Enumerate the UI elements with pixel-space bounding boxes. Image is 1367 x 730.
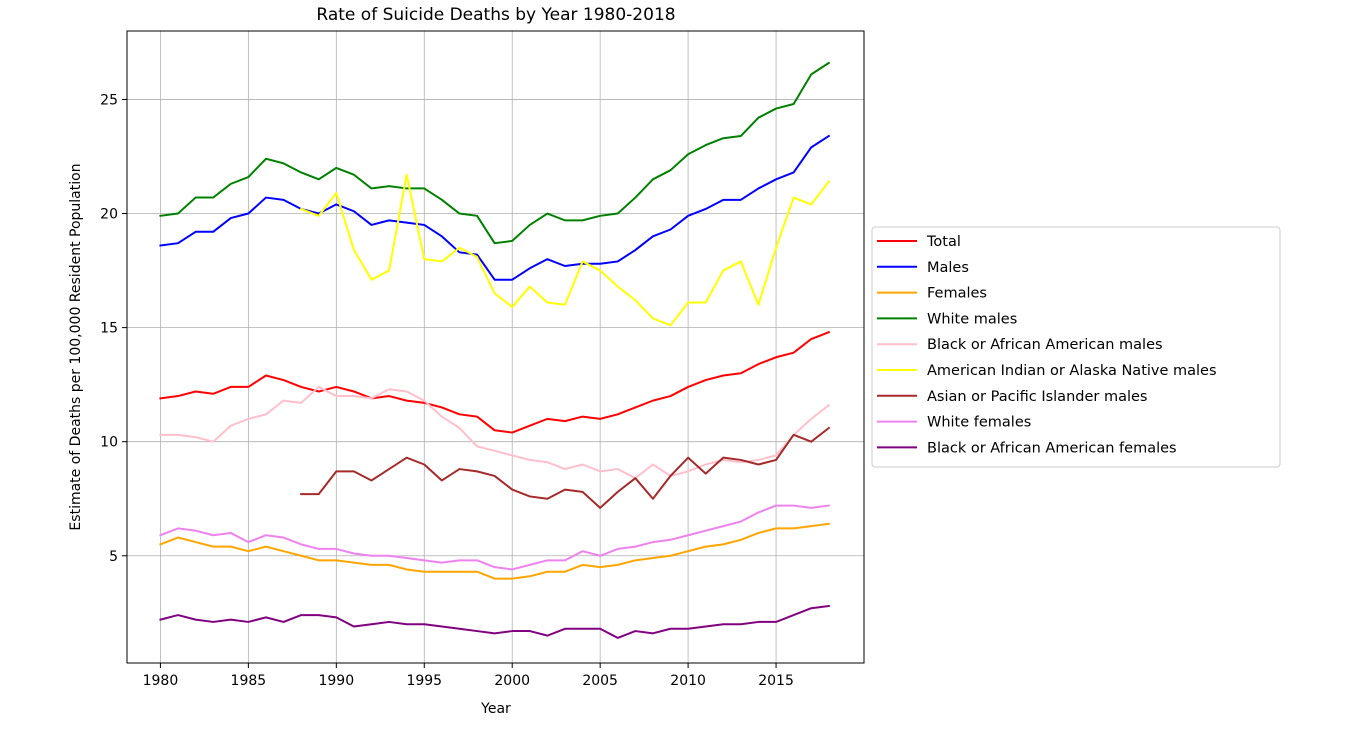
legend-label-american-indian-or-alaska-native-males: American Indian or Alaska Native males [927, 363, 1217, 379]
series-lines [159, 61, 831, 639]
y-axis-ticks: 5 10 15 20 25 [100, 92, 127, 565]
legend-label-white-females: White females [927, 415, 1031, 431]
y-axis-label: Estimate of Deaths per 100,000 Resident … [68, 163, 84, 530]
legend-label-males: Males [927, 260, 969, 276]
plot-area-frame [126, 30, 865, 664]
x-tick-label: 2015 [758, 673, 794, 689]
series-line-females [159, 522, 830, 580]
y-tick-label: 15 [100, 321, 118, 337]
series-line-black-or-african-american-females [159, 604, 830, 639]
series-line-white-females [159, 504, 830, 571]
series-line-white-males [159, 61, 831, 245]
x-tick-label: 1990 [318, 673, 354, 689]
x-tick-label: 2005 [582, 673, 618, 689]
legend-label-total: Total [926, 234, 961, 250]
legend-label-white-males: White males [927, 311, 1017, 327]
legend-box [871, 226, 1281, 468]
x-axis-label: Year [480, 701, 511, 717]
series-line-black-or-african-american-males [159, 385, 831, 480]
chart-title: Rate of Suicide Deaths by Year 1980-2018 [316, 5, 675, 25]
legend-label-black-or-african-american-females: Black or African American females [927, 440, 1177, 456]
x-tick-label: 1985 [231, 673, 267, 689]
x-axis-ticks: 1980 1985 1990 1995 2000 2005 2010 2015 [143, 663, 794, 689]
x-tick-label: 2010 [670, 673, 706, 689]
series-line-total [159, 330, 831, 434]
series-line-males [159, 134, 831, 281]
x-tick-label: 2000 [494, 673, 530, 689]
series-line-asian-or-pacific-islander-males [300, 426, 831, 509]
x-tick-label: 1995 [406, 673, 442, 689]
legend-label-females: Females [927, 286, 987, 302]
legend-label-black-or-african-american-males: Black or African American males [927, 337, 1163, 353]
x-tick-label: 1980 [143, 673, 179, 689]
y-tick-label: 5 [109, 549, 118, 565]
y-tick-label: 20 [100, 207, 118, 223]
series-line-american-indian-or-alaska-native-males [299, 173, 831, 327]
y-tick-label: 10 [100, 435, 118, 451]
y-tick-label: 25 [100, 92, 118, 108]
legend-label-asian-or-pacific-islander-males: Asian or Pacific Islander males [927, 389, 1147, 405]
legend: Total Males Females White males Black or Afr… [871, 226, 1281, 468]
